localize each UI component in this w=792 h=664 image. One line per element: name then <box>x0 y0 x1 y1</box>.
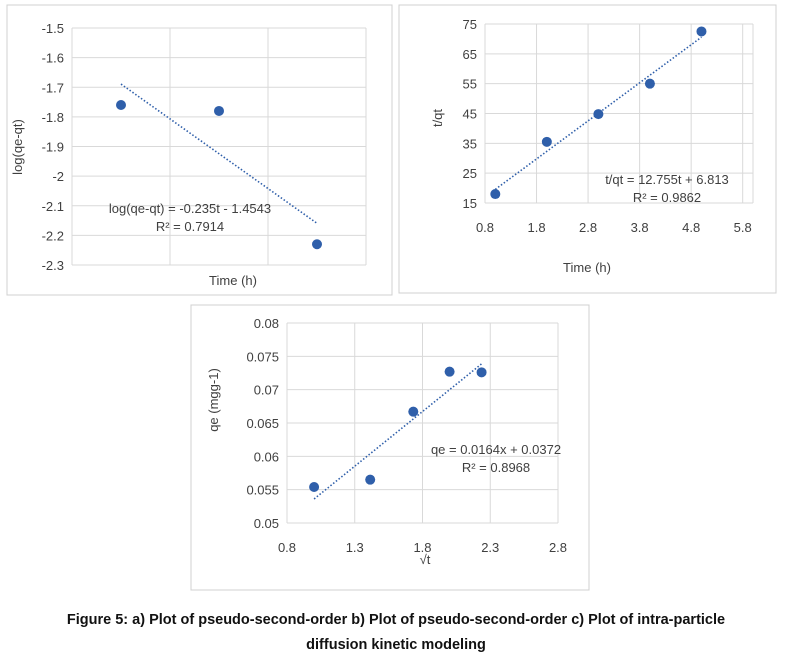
x-tick-label: 1.8 <box>527 220 545 235</box>
r-squared: R² = 0.7914 <box>156 219 224 234</box>
data-point <box>116 100 126 111</box>
y-tick-label: 45 <box>463 107 477 122</box>
x-tick-label: 0.8 <box>476 220 494 235</box>
trendline <box>494 36 702 191</box>
data-point <box>365 474 376 485</box>
y-tick-label: 0.055 <box>246 483 279 498</box>
y-tick-label: 0.06 <box>254 449 279 464</box>
x-axis-title: Time (h) <box>209 273 257 288</box>
y-tick-label: 35 <box>463 136 477 151</box>
x-tick-label: 3.8 <box>631 220 649 235</box>
y-tick-label: -2.1 <box>42 199 64 214</box>
x-tick-label: 3.5 <box>357 0 375 3</box>
y-axis-title: t/qt <box>430 109 445 127</box>
y-tick-label: 0.075 <box>246 349 279 364</box>
data-point <box>644 78 655 89</box>
r-squared: R² = 0.8968 <box>462 460 530 475</box>
x-tick-label: 1.3 <box>346 540 364 555</box>
y-tick-label: -1.6 <box>42 51 64 66</box>
y-tick-label: -1.5 <box>42 21 64 36</box>
x-tick-label: 1.8 <box>413 540 431 555</box>
x-tick-label: 0.8 <box>278 540 296 555</box>
figure-caption-line1: Figure 5: a) Plot of pseudo-second-order… <box>66 612 726 628</box>
y-tick-label: 0.065 <box>246 416 279 431</box>
chart-frame-2 <box>190 304 590 591</box>
x-tick-label: 2.8 <box>579 220 597 235</box>
trendline <box>120 83 318 224</box>
y-tick-label: -1.8 <box>42 110 64 125</box>
y-tick-label: 55 <box>463 77 477 92</box>
y-tick-label: -2.3 <box>42 258 64 273</box>
y-tick-label: 0.07 <box>254 383 279 398</box>
trend-equation: qe = 0.0164x + 0.0372 <box>431 442 561 457</box>
x-tick-label: 1.5 <box>161 0 179 3</box>
trend-equation: log(qe-qt) = -0.235t - 1.4543 <box>109 201 271 216</box>
trend-equation: t/qt = 12.755t + 6.813 <box>605 172 729 187</box>
x-tick-label: 2.3 <box>481 540 499 555</box>
y-tick-label: 0.05 <box>254 516 279 531</box>
trendline <box>313 363 483 500</box>
data-point <box>408 406 419 417</box>
data-point <box>214 105 224 116</box>
y-tick-label: -1.9 <box>42 140 64 155</box>
x-tick-label: 0.5 <box>63 0 81 3</box>
data-point <box>312 239 322 250</box>
data-point <box>476 367 487 378</box>
x-tick-label: 2.5 <box>259 0 277 3</box>
x-tick-label: 5.8 <box>734 220 752 235</box>
y-tick-label: 65 <box>463 47 477 62</box>
chart-frame-1 <box>398 4 777 294</box>
y-tick-label: -2.2 <box>42 228 64 243</box>
data-point <box>593 109 604 120</box>
x-axis-title: Time (h) <box>563 260 611 275</box>
x-tick-label: 4.8 <box>682 220 700 235</box>
x-axis-title: √t <box>420 552 431 567</box>
data-point <box>309 482 320 492</box>
y-tick-label: 15 <box>463 196 477 211</box>
data-point <box>444 366 455 377</box>
x-tick-label: 2.8 <box>549 540 567 555</box>
y-axis-title: qe (mgg-1) <box>206 368 221 432</box>
chart-frame-0 <box>6 4 393 296</box>
r-squared: R² = 0.9862 <box>633 190 701 205</box>
y-tick-label: 75 <box>463 17 477 32</box>
data-point <box>490 189 501 200</box>
y-tick-label: 0.08 <box>254 316 279 331</box>
data-point <box>696 26 707 37</box>
figure-caption-line2: diffusion kinetic modeling <box>306 637 486 653</box>
y-tick-label: -1.7 <box>42 80 64 95</box>
data-point <box>541 136 552 147</box>
y-tick-label: -2 <box>52 169 64 184</box>
y-axis-title: log(qe-qt) <box>10 119 25 175</box>
y-tick-label: 25 <box>463 166 477 181</box>
